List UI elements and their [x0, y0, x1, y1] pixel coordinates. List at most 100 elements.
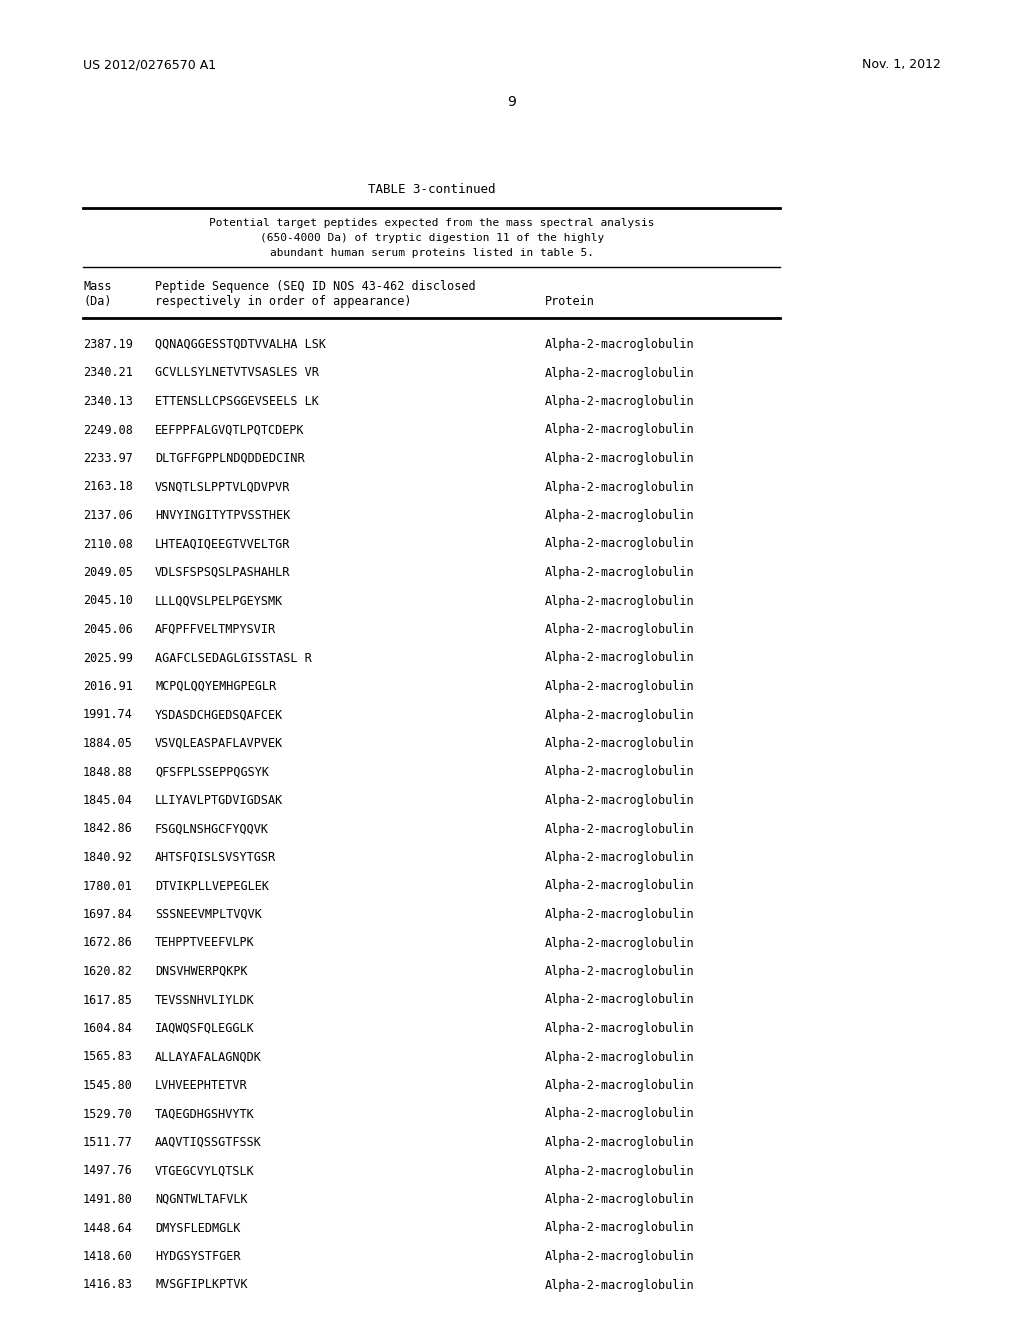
- Text: Alpha-2-macroglobulin: Alpha-2-macroglobulin: [545, 908, 694, 921]
- Text: VTGEGCVYLQTSLK: VTGEGCVYLQTSLK: [155, 1164, 255, 1177]
- Text: 2045.10: 2045.10: [83, 594, 133, 607]
- Text: Alpha-2-macroglobulin: Alpha-2-macroglobulin: [545, 965, 694, 978]
- Text: QFSFPLSSEPPQGSYK: QFSFPLSSEPPQGSYK: [155, 766, 269, 779]
- Text: Alpha-2-macroglobulin: Alpha-2-macroglobulin: [545, 480, 694, 494]
- Text: LLLQQVSLPELPGEYSMK: LLLQQVSLPELPGEYSMK: [155, 594, 284, 607]
- Text: 2233.97: 2233.97: [83, 451, 133, 465]
- Text: 2137.06: 2137.06: [83, 510, 133, 521]
- Text: 1845.04: 1845.04: [83, 795, 133, 807]
- Text: Alpha-2-macroglobulin: Alpha-2-macroglobulin: [545, 451, 694, 465]
- Text: 2340.21: 2340.21: [83, 367, 133, 380]
- Text: Alpha-2-macroglobulin: Alpha-2-macroglobulin: [545, 1164, 694, 1177]
- Text: 2387.19: 2387.19: [83, 338, 133, 351]
- Text: US 2012/0276570 A1: US 2012/0276570 A1: [83, 58, 216, 71]
- Text: Alpha-2-macroglobulin: Alpha-2-macroglobulin: [545, 594, 694, 607]
- Text: 1416.83: 1416.83: [83, 1279, 133, 1291]
- Text: 1780.01: 1780.01: [83, 879, 133, 892]
- Text: 2016.91: 2016.91: [83, 680, 133, 693]
- Text: 1511.77: 1511.77: [83, 1137, 133, 1148]
- Text: LVHVEEPHTETVR: LVHVEEPHTETVR: [155, 1078, 248, 1092]
- Text: AGAFCLSEDAGLGISSTASL R: AGAFCLSEDAGLGISSTASL R: [155, 652, 311, 664]
- Text: IAQWQSFQLEGGLK: IAQWQSFQLEGGLK: [155, 1022, 255, 1035]
- Text: TAQEGDHGSHVYTK: TAQEGDHGSHVYTK: [155, 1107, 255, 1121]
- Text: Alpha-2-macroglobulin: Alpha-2-macroglobulin: [545, 1250, 694, 1263]
- Text: 1617.85: 1617.85: [83, 994, 133, 1006]
- Text: DLTGFFGPPLNDQDDEDCINR: DLTGFFGPPLNDQDDEDCINR: [155, 451, 304, 465]
- Text: QQNAQGGESSTQDTVVALHA LSK: QQNAQGGESSTQDTVVALHA LSK: [155, 338, 326, 351]
- Text: 1545.80: 1545.80: [83, 1078, 133, 1092]
- Text: FSGQLNSHGCFYQQVK: FSGQLNSHGCFYQQVK: [155, 822, 269, 836]
- Text: Alpha-2-macroglobulin: Alpha-2-macroglobulin: [545, 510, 694, 521]
- Text: Alpha-2-macroglobulin: Alpha-2-macroglobulin: [545, 652, 694, 664]
- Text: Alpha-2-macroglobulin: Alpha-2-macroglobulin: [545, 737, 694, 750]
- Text: AAQVTIQSSGTFSSK: AAQVTIQSSGTFSSK: [155, 1137, 262, 1148]
- Text: Alpha-2-macroglobulin: Alpha-2-macroglobulin: [545, 395, 694, 408]
- Text: Mass: Mass: [83, 280, 112, 293]
- Text: Alpha-2-macroglobulin: Alpha-2-macroglobulin: [545, 994, 694, 1006]
- Text: Alpha-2-macroglobulin: Alpha-2-macroglobulin: [545, 1221, 694, 1234]
- Text: VSNQTLSLPPTVLQDVPVR: VSNQTLSLPPTVLQDVPVR: [155, 480, 291, 494]
- Text: 2025.99: 2025.99: [83, 652, 133, 664]
- Text: Alpha-2-macroglobulin: Alpha-2-macroglobulin: [545, 936, 694, 949]
- Text: 1620.82: 1620.82: [83, 965, 133, 978]
- Text: VSVQLEASPAFLAVPVEK: VSVQLEASPAFLAVPVEK: [155, 737, 284, 750]
- Text: HNVYINGITYTPVSSTHEK: HNVYINGITYTPVSSTHEK: [155, 510, 291, 521]
- Text: GCVLLSYLNETVTVSASLES VR: GCVLLSYLNETVTVSASLES VR: [155, 367, 318, 380]
- Text: 2249.08: 2249.08: [83, 424, 133, 437]
- Text: Alpha-2-macroglobulin: Alpha-2-macroglobulin: [545, 623, 694, 636]
- Text: 1497.76: 1497.76: [83, 1164, 133, 1177]
- Text: 1565.83: 1565.83: [83, 1051, 133, 1064]
- Text: Alpha-2-macroglobulin: Alpha-2-macroglobulin: [545, 766, 694, 779]
- Text: DNSVHWERPQKPK: DNSVHWERPQKPK: [155, 965, 248, 978]
- Text: 2045.06: 2045.06: [83, 623, 133, 636]
- Text: Peptide Sequence (SEQ ID NOS 43-462 disclosed: Peptide Sequence (SEQ ID NOS 43-462 disc…: [155, 280, 475, 293]
- Text: Alpha-2-macroglobulin: Alpha-2-macroglobulin: [545, 680, 694, 693]
- Text: ALLAYAFALAGNQDK: ALLAYAFALAGNQDK: [155, 1051, 262, 1064]
- Text: 1840.92: 1840.92: [83, 851, 133, 865]
- Text: Alpha-2-macroglobulin: Alpha-2-macroglobulin: [545, 795, 694, 807]
- Text: DTVIKPLLVEPEGLEK: DTVIKPLLVEPEGLEK: [155, 879, 269, 892]
- Text: 9: 9: [508, 95, 516, 110]
- Text: Nov. 1, 2012: Nov. 1, 2012: [862, 58, 941, 71]
- Text: respectively in order of appearance): respectively in order of appearance): [155, 294, 412, 308]
- Text: Alpha-2-macroglobulin: Alpha-2-macroglobulin: [545, 1078, 694, 1092]
- Text: TABLE 3-continued: TABLE 3-continued: [369, 183, 496, 195]
- Text: 1884.05: 1884.05: [83, 737, 133, 750]
- Text: Alpha-2-macroglobulin: Alpha-2-macroglobulin: [545, 367, 694, 380]
- Text: VDLSFSPSQSLPASHAHLR: VDLSFSPSQSLPASHAHLR: [155, 566, 291, 579]
- Text: 1848.88: 1848.88: [83, 766, 133, 779]
- Text: 2110.08: 2110.08: [83, 537, 133, 550]
- Text: Alpha-2-macroglobulin: Alpha-2-macroglobulin: [545, 424, 694, 437]
- Text: Alpha-2-macroglobulin: Alpha-2-macroglobulin: [545, 1279, 694, 1291]
- Text: Alpha-2-macroglobulin: Alpha-2-macroglobulin: [545, 1022, 694, 1035]
- Text: MCPQLQQYEMHGPEGLR: MCPQLQQYEMHGPEGLR: [155, 680, 276, 693]
- Text: 2163.18: 2163.18: [83, 480, 133, 494]
- Text: MVSGFIPLKPTVK: MVSGFIPLKPTVK: [155, 1279, 248, 1291]
- Text: 1604.84: 1604.84: [83, 1022, 133, 1035]
- Text: abundant human serum proteins listed in table 5.: abundant human serum proteins listed in …: [270, 248, 594, 257]
- Text: LLIYAVLPTGDVIGDSAK: LLIYAVLPTGDVIGDSAK: [155, 795, 284, 807]
- Text: 1842.86: 1842.86: [83, 822, 133, 836]
- Text: HYDGSYSTFGER: HYDGSYSTFGER: [155, 1250, 241, 1263]
- Text: AFQPFFVELTMPYSVIR: AFQPFFVELTMPYSVIR: [155, 623, 276, 636]
- Text: SSSNEEVMPLTVQVK: SSSNEEVMPLTVQVK: [155, 908, 262, 921]
- Text: TEVSSNHVLIYLDK: TEVSSNHVLIYLDK: [155, 994, 255, 1006]
- Text: 1529.70: 1529.70: [83, 1107, 133, 1121]
- Text: ETTENSLLCPSGGEVSEELS LK: ETTENSLLCPSGGEVSEELS LK: [155, 395, 318, 408]
- Text: Alpha-2-macroglobulin: Alpha-2-macroglobulin: [545, 338, 694, 351]
- Text: 1448.64: 1448.64: [83, 1221, 133, 1234]
- Text: Alpha-2-macroglobulin: Alpha-2-macroglobulin: [545, 822, 694, 836]
- Text: Alpha-2-macroglobulin: Alpha-2-macroglobulin: [545, 1193, 694, 1206]
- Text: TEHPPTVEEFVLPK: TEHPPTVEEFVLPK: [155, 936, 255, 949]
- Text: DMYSFLEDMGLK: DMYSFLEDMGLK: [155, 1221, 241, 1234]
- Text: Alpha-2-macroglobulin: Alpha-2-macroglobulin: [545, 709, 694, 722]
- Text: Alpha-2-macroglobulin: Alpha-2-macroglobulin: [545, 851, 694, 865]
- Text: 1672.86: 1672.86: [83, 936, 133, 949]
- Text: Alpha-2-macroglobulin: Alpha-2-macroglobulin: [545, 537, 694, 550]
- Text: 1991.74: 1991.74: [83, 709, 133, 722]
- Text: 1697.84: 1697.84: [83, 908, 133, 921]
- Text: 1418.60: 1418.60: [83, 1250, 133, 1263]
- Text: AHTSFQISLSVSYTGSR: AHTSFQISLSVSYTGSR: [155, 851, 276, 865]
- Text: Alpha-2-macroglobulin: Alpha-2-macroglobulin: [545, 879, 694, 892]
- Text: Alpha-2-macroglobulin: Alpha-2-macroglobulin: [545, 1051, 694, 1064]
